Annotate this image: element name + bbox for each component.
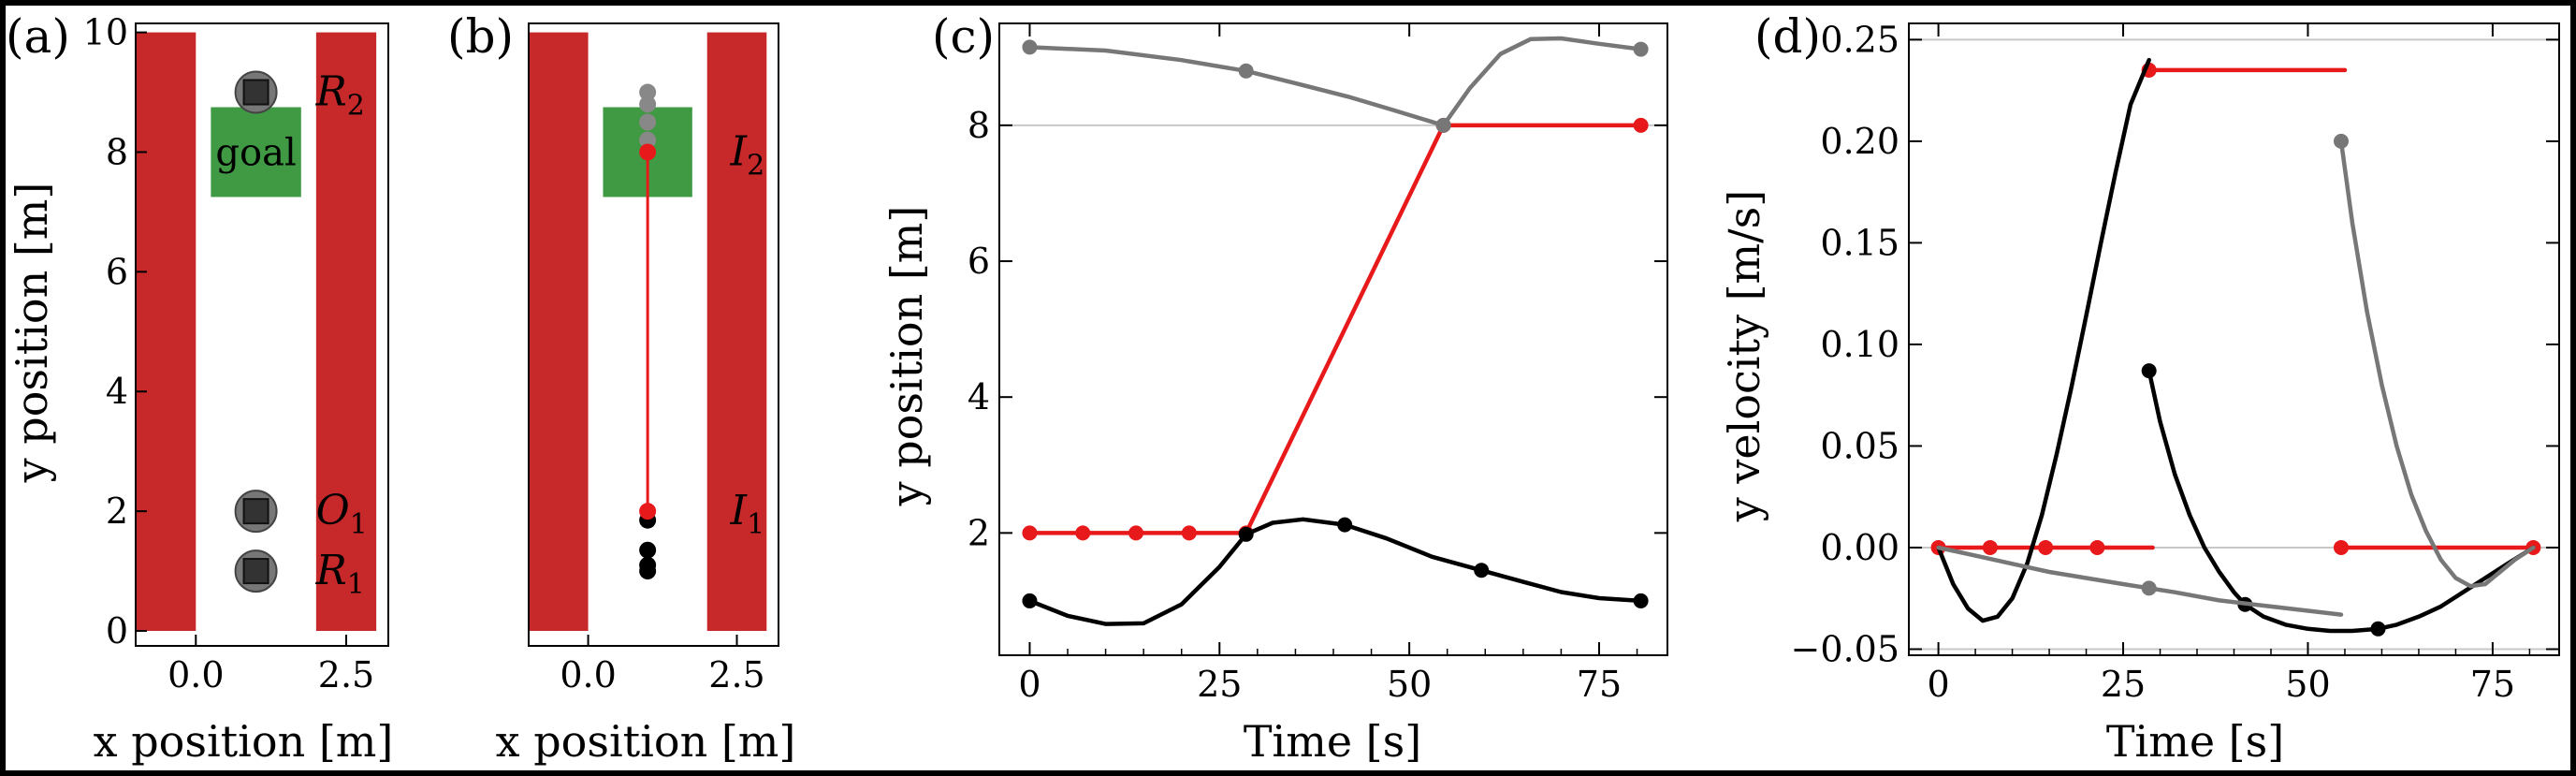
panel-b-point-black-1 (639, 556, 657, 574)
panel-c-ytick-label-2: 6 (968, 241, 990, 282)
panel-d-series-4-point-0 (2141, 363, 2157, 379)
panel-b-point-gray-6 (639, 95, 657, 113)
panel-d-ytick-label-2: 0.05 (1820, 425, 1899, 466)
panel-a-ytick-label-0: 0 (106, 610, 128, 652)
panel-label-a: (a) (6, 9, 70, 64)
panel-b-point-gray-8 (639, 131, 657, 149)
robot-r2-chassis (242, 79, 269, 106)
panel-d-series-4-line (2147, 368, 2536, 634)
panel-d-series-5-line (1936, 545, 2344, 617)
panel-d-xtick-label-3: 75 (2470, 664, 2515, 705)
panel-d-xtick-label-2: 50 (2285, 664, 2330, 705)
panel-c-series-1-point-0 (1022, 593, 1038, 608)
panel-d-velocity-plot: 0 25 50 75 −0.05 0.00 0.05 0.10 0.15 0.20 0.25 (1791, 19, 2560, 705)
panel-d-series-2-point-0 (2334, 539, 2350, 555)
robot-label-r1: R1 (315, 547, 365, 601)
panel-b-xtick-label-1: 2.5 (708, 654, 764, 695)
panel-d-series-3-line (1936, 57, 2151, 623)
annotation-i1: I1 (730, 487, 764, 541)
panel-c-series-2-point-0 (1022, 39, 1038, 55)
panel-c-series-1-point-4 (1633, 593, 1649, 608)
panel-a-map: goal 0.0 2.5 0 2 4 6 8 10 R2 O1 R1 (83, 12, 389, 695)
panel-b-frame (528, 22, 779, 647)
panel-d-ytick-label-0: −0.05 (1791, 628, 1899, 669)
panel-c-ytick-label-0: 2 (968, 512, 990, 553)
panel-c-series-1-point-3 (1474, 563, 1490, 578)
panel-d-ytick-label-6: 0.25 (1820, 19, 1899, 60)
panel-c-series-1-line (1027, 517, 1643, 626)
panel-d-series-6-line (2338, 139, 2536, 589)
panel-c-series-2-point-1 (1238, 63, 1254, 79)
panel-a-goal-region (211, 107, 301, 198)
panel-b-point-gray-5 (639, 83, 657, 101)
panel-c-xtick-label-1: 25 (1197, 664, 1242, 705)
panel-a-xlabel: x position [m] (94, 716, 394, 767)
panel-d-ytick-label-5: 0.20 (1820, 121, 1899, 162)
panel-b-xlabel: x position [m] (496, 716, 796, 767)
panel-d-ytick-label-4: 0.15 (1820, 222, 1899, 263)
panel-c-xtick-label-3: 75 (1577, 664, 1622, 705)
panel-a-ylabel: y position [m] (7, 183, 57, 484)
panel-c-series-1-point-1 (1238, 526, 1254, 542)
panel-a-ytick-label-3: 6 (106, 251, 128, 292)
panel-c-series-2-point-3 (1633, 41, 1649, 57)
panel-b-map: 0.0 2.5 I1 I2 (528, 22, 779, 695)
panel-label-d: (d) (1754, 9, 1821, 64)
panel-a-ytick-label-2: 4 (106, 371, 128, 412)
robot-r1-chassis (242, 558, 269, 585)
panel-a-ytick-label-1: 2 (106, 490, 128, 532)
panel-label-b: (b) (447, 9, 514, 64)
panel-d-ylabel: y velocity [m/s] (1719, 190, 1769, 522)
panel-d-xlabel: Time [s] (2106, 716, 2284, 767)
panel-d-series-6-point-0 (2334, 133, 2350, 149)
panel-a-goal-label: goal (215, 131, 296, 174)
panel-d-xtick-label-0: 0 (1927, 664, 1949, 705)
panel-b-wall-0 (529, 32, 589, 632)
panel-c-ylabel: y position [m] (881, 206, 932, 507)
panel-d-ytick-label-3: 0.10 (1820, 324, 1899, 365)
panel-c-ytick-label-1: 4 (968, 376, 990, 417)
robot-label-r2: R2 (315, 68, 365, 123)
panel-a-frame (135, 22, 389, 647)
panel-a-wall-1 (315, 32, 377, 632)
panel-b-point-black-2 (639, 541, 657, 559)
panel-d-xtick-label-1: 25 (2101, 664, 2146, 705)
panel-b-xtick-label-0: 0.0 (560, 654, 616, 695)
panel-c-series-1-point-2 (1337, 517, 1353, 533)
panel-d-series-0-point-3 (2089, 539, 2105, 555)
panel-d-ytick-label-1: 0.00 (1820, 527, 1899, 568)
panel-b-point-gray-7 (639, 113, 657, 131)
panel-a-xtick-label-1: 2.5 (318, 654, 374, 695)
panel-d-series-5-point-0 (2141, 580, 2157, 596)
panel-b-point-red-9 (639, 143, 657, 161)
panel-d-series-0-point-2 (2038, 539, 2054, 555)
panel-c-series-2-point-2 (1435, 117, 1451, 133)
panel-d-series-4-point-2 (2370, 621, 2386, 637)
panel-a-wall-0 (136, 32, 196, 632)
panel-b-wall-1 (706, 32, 767, 632)
panel-c-series-2-line (1027, 36, 1643, 128)
panel-c-position-plot: 0 25 50 75 2 4 6 8 (968, 22, 1668, 705)
panel-a-xtick-label-0: 0.0 (167, 654, 224, 695)
panel-c-series-0-point-0 (1022, 525, 1038, 541)
robot-label-o1: O1 (316, 487, 368, 541)
annotation-i2: I2 (730, 127, 764, 182)
panel-a-ytick-label-5: 10 (83, 12, 128, 53)
panel-c-series-0-point-1 (1075, 525, 1091, 541)
panel-a-ytick-label-4: 8 (106, 131, 128, 172)
panel-c-xtick-label-2: 50 (1387, 664, 1432, 705)
panel-c-xtick-label-0: 0 (1018, 664, 1041, 705)
panel-c-series-0-point-6 (1633, 117, 1649, 133)
panel-c-xlabel: Time [s] (1244, 716, 1421, 767)
panel-c-ytick-label-3: 8 (968, 105, 990, 146)
panel-label-c: (c) (932, 9, 995, 64)
robot-o1-chassis (242, 498, 269, 525)
panel-c-series-0-point-2 (1128, 525, 1144, 541)
panel-c-series-0-point-3 (1181, 525, 1197, 541)
panel-d-series-0-point-1 (1982, 539, 1998, 555)
panel-b-point-red-4 (639, 503, 657, 520)
